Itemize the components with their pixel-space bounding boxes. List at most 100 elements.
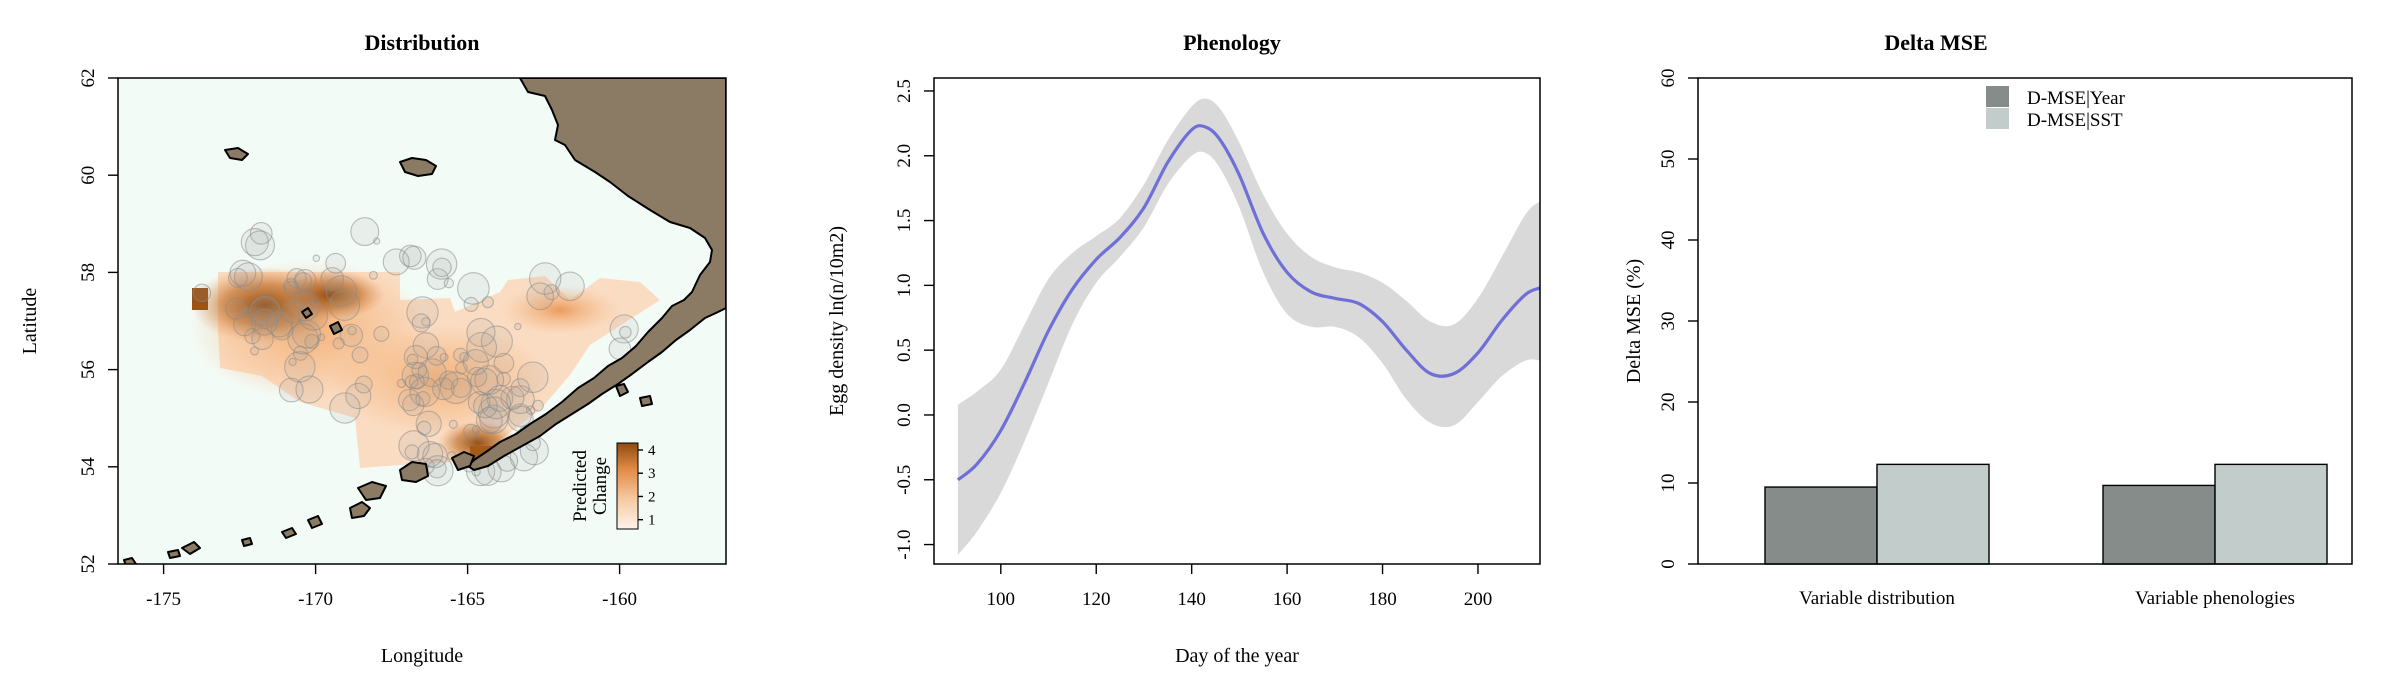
y-tick-label: 30 [1658,312,1679,331]
x-tick-label: 160 [1273,589,1302,610]
island [301,307,313,319]
delta-mse-y-axis: 0 10 20 30 40 50 60 [1658,69,1698,569]
legend-swatch [1986,108,2009,129]
observation-bubble [528,262,562,295]
island [224,147,249,161]
x-tick-label: 120 [1082,589,1111,610]
observation-bubble [406,353,419,366]
legend-label: D-MSE|SST [2027,110,2123,131]
x-tick-label: 140 [1177,589,1206,610]
observation-bubble [192,283,212,303]
y-tick-label: 54 [78,457,99,477]
observation-bubble [473,393,498,419]
y-tick-label: 10 [1658,474,1679,493]
delta-mse-bars [1764,463,2328,565]
observation-bubble [415,410,442,437]
phenology-x-axis: 100 120 140 160 180 200 [987,564,1493,610]
observation-bubble [427,459,447,479]
y-tick-label: 60 [78,166,99,185]
colorbar-tick-label: 3 [648,466,656,482]
observation-bubble [233,262,263,292]
observation-bubble [609,314,639,344]
category-label: Variable distribution [1799,588,1955,609]
observation-bubble [317,333,326,342]
y-tick-label: 62 [78,69,99,88]
unimak-island [451,451,475,471]
observation-bubble [249,296,282,329]
observation-bubble [325,275,358,307]
observation-bubble [250,308,278,336]
observation-bubble [439,371,473,404]
delta-mse-categories: Variable distribution Variable phenologie… [1799,588,2295,609]
confidence-band [957,98,1540,555]
observation-bubble [402,245,427,270]
observation-bubble [432,377,455,401]
island [241,537,253,547]
delta-mse-panel: Delta MSE 0 10 20 30 40 50 60 Variable distrib… [1623,30,2353,609]
y-tick-label: 2.0 [894,144,915,168]
observation-bubble [339,323,364,348]
observation-bubble [373,325,390,342]
legend-label: D-MSE|Year [2027,88,2126,109]
observation-bubble [404,444,420,460]
observation-bubble [284,351,316,383]
observation-bubble [294,272,313,291]
bar [2214,463,2328,565]
y-tick-label: 20 [1658,393,1679,412]
delta-mse-y-label: Delta MSE (%) [1623,259,1645,383]
observation-bubble [229,259,257,287]
observation-bubble [404,374,419,389]
colorbar-tick-label: 1 [648,513,656,529]
observation-bubble [463,423,479,440]
phenology-y-label: Egg density ln(n/10m2) [826,226,848,416]
observation-bubble [288,357,297,367]
island [349,501,371,519]
colorbar-title-line1: Predicted [570,450,591,522]
observation-bubble [373,237,381,245]
observation-bubble [287,323,319,355]
island [329,321,343,335]
hotspot-cell [192,288,208,310]
mid-zone [500,285,620,335]
observation-bubble [345,382,372,410]
colorbar-tick-label: 4 [648,443,656,459]
observation-bubble [439,352,449,362]
observation-bubble [619,325,632,339]
island [281,527,297,539]
nunivak-island [399,157,437,177]
observation-bubble [517,361,549,393]
colorbar-legend: 1 2 3 4 Predicted Change [570,442,656,530]
unalaska-island [399,461,429,483]
map-x-axis: -175 -170 -165 -160 [146,564,637,610]
observation-bubble [432,257,452,278]
island [615,383,629,397]
island [167,549,181,559]
observation-bubble [350,217,380,247]
x-tick-label: -165 [450,589,485,610]
observation-bubble [354,375,373,394]
observation-bubble [415,391,431,407]
observation-bubble [439,370,459,390]
colorbar [616,442,639,530]
y-tick-label: 0.5 [894,338,915,362]
y-tick-label: 2.5 [894,79,915,103]
observation-bubble [466,331,498,363]
y-tick-label: 40 [1658,231,1679,250]
observation-bubble [455,361,468,375]
observation-bubble [514,322,522,331]
x-tick-label: -175 [146,589,181,610]
x-tick-label: 100 [987,589,1016,610]
observation-bubble [508,403,532,427]
island [639,395,653,407]
map-frame [117,77,727,565]
observation-bubble [320,267,345,291]
observation-bubble [493,352,515,374]
observation-bubble [245,230,276,261]
observation-bubble [525,405,536,415]
x-tick-label: -170 [298,589,333,610]
y-tick-label: -0.5 [894,465,915,495]
x-tick-label: 200 [1464,589,1493,610]
phenology-curve [956,124,1541,482]
